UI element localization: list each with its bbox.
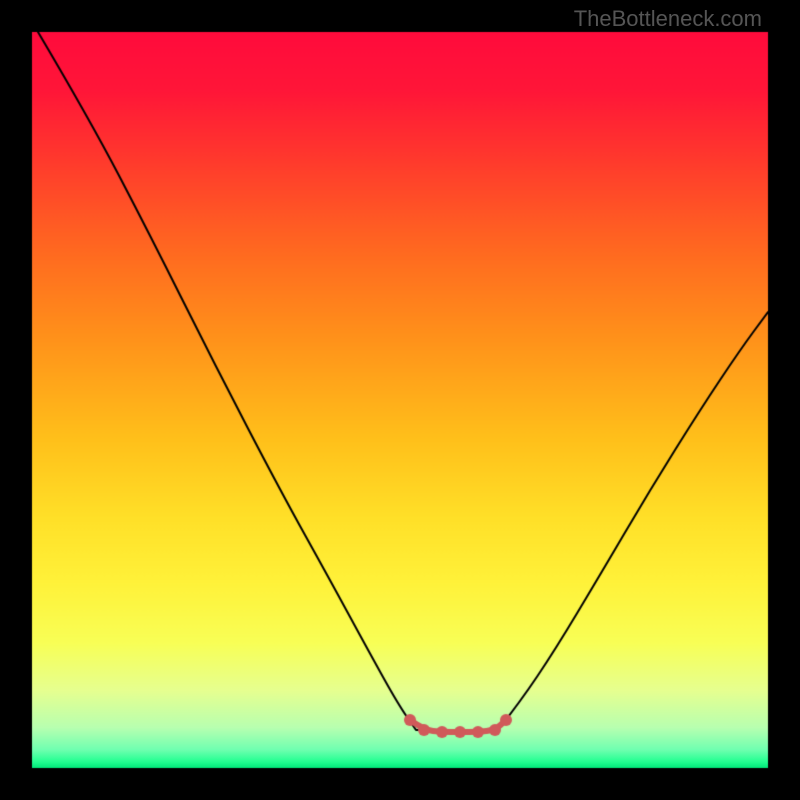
chart-canvas xyxy=(0,0,800,800)
chart-stage: TheBottleneck.com xyxy=(0,0,800,800)
